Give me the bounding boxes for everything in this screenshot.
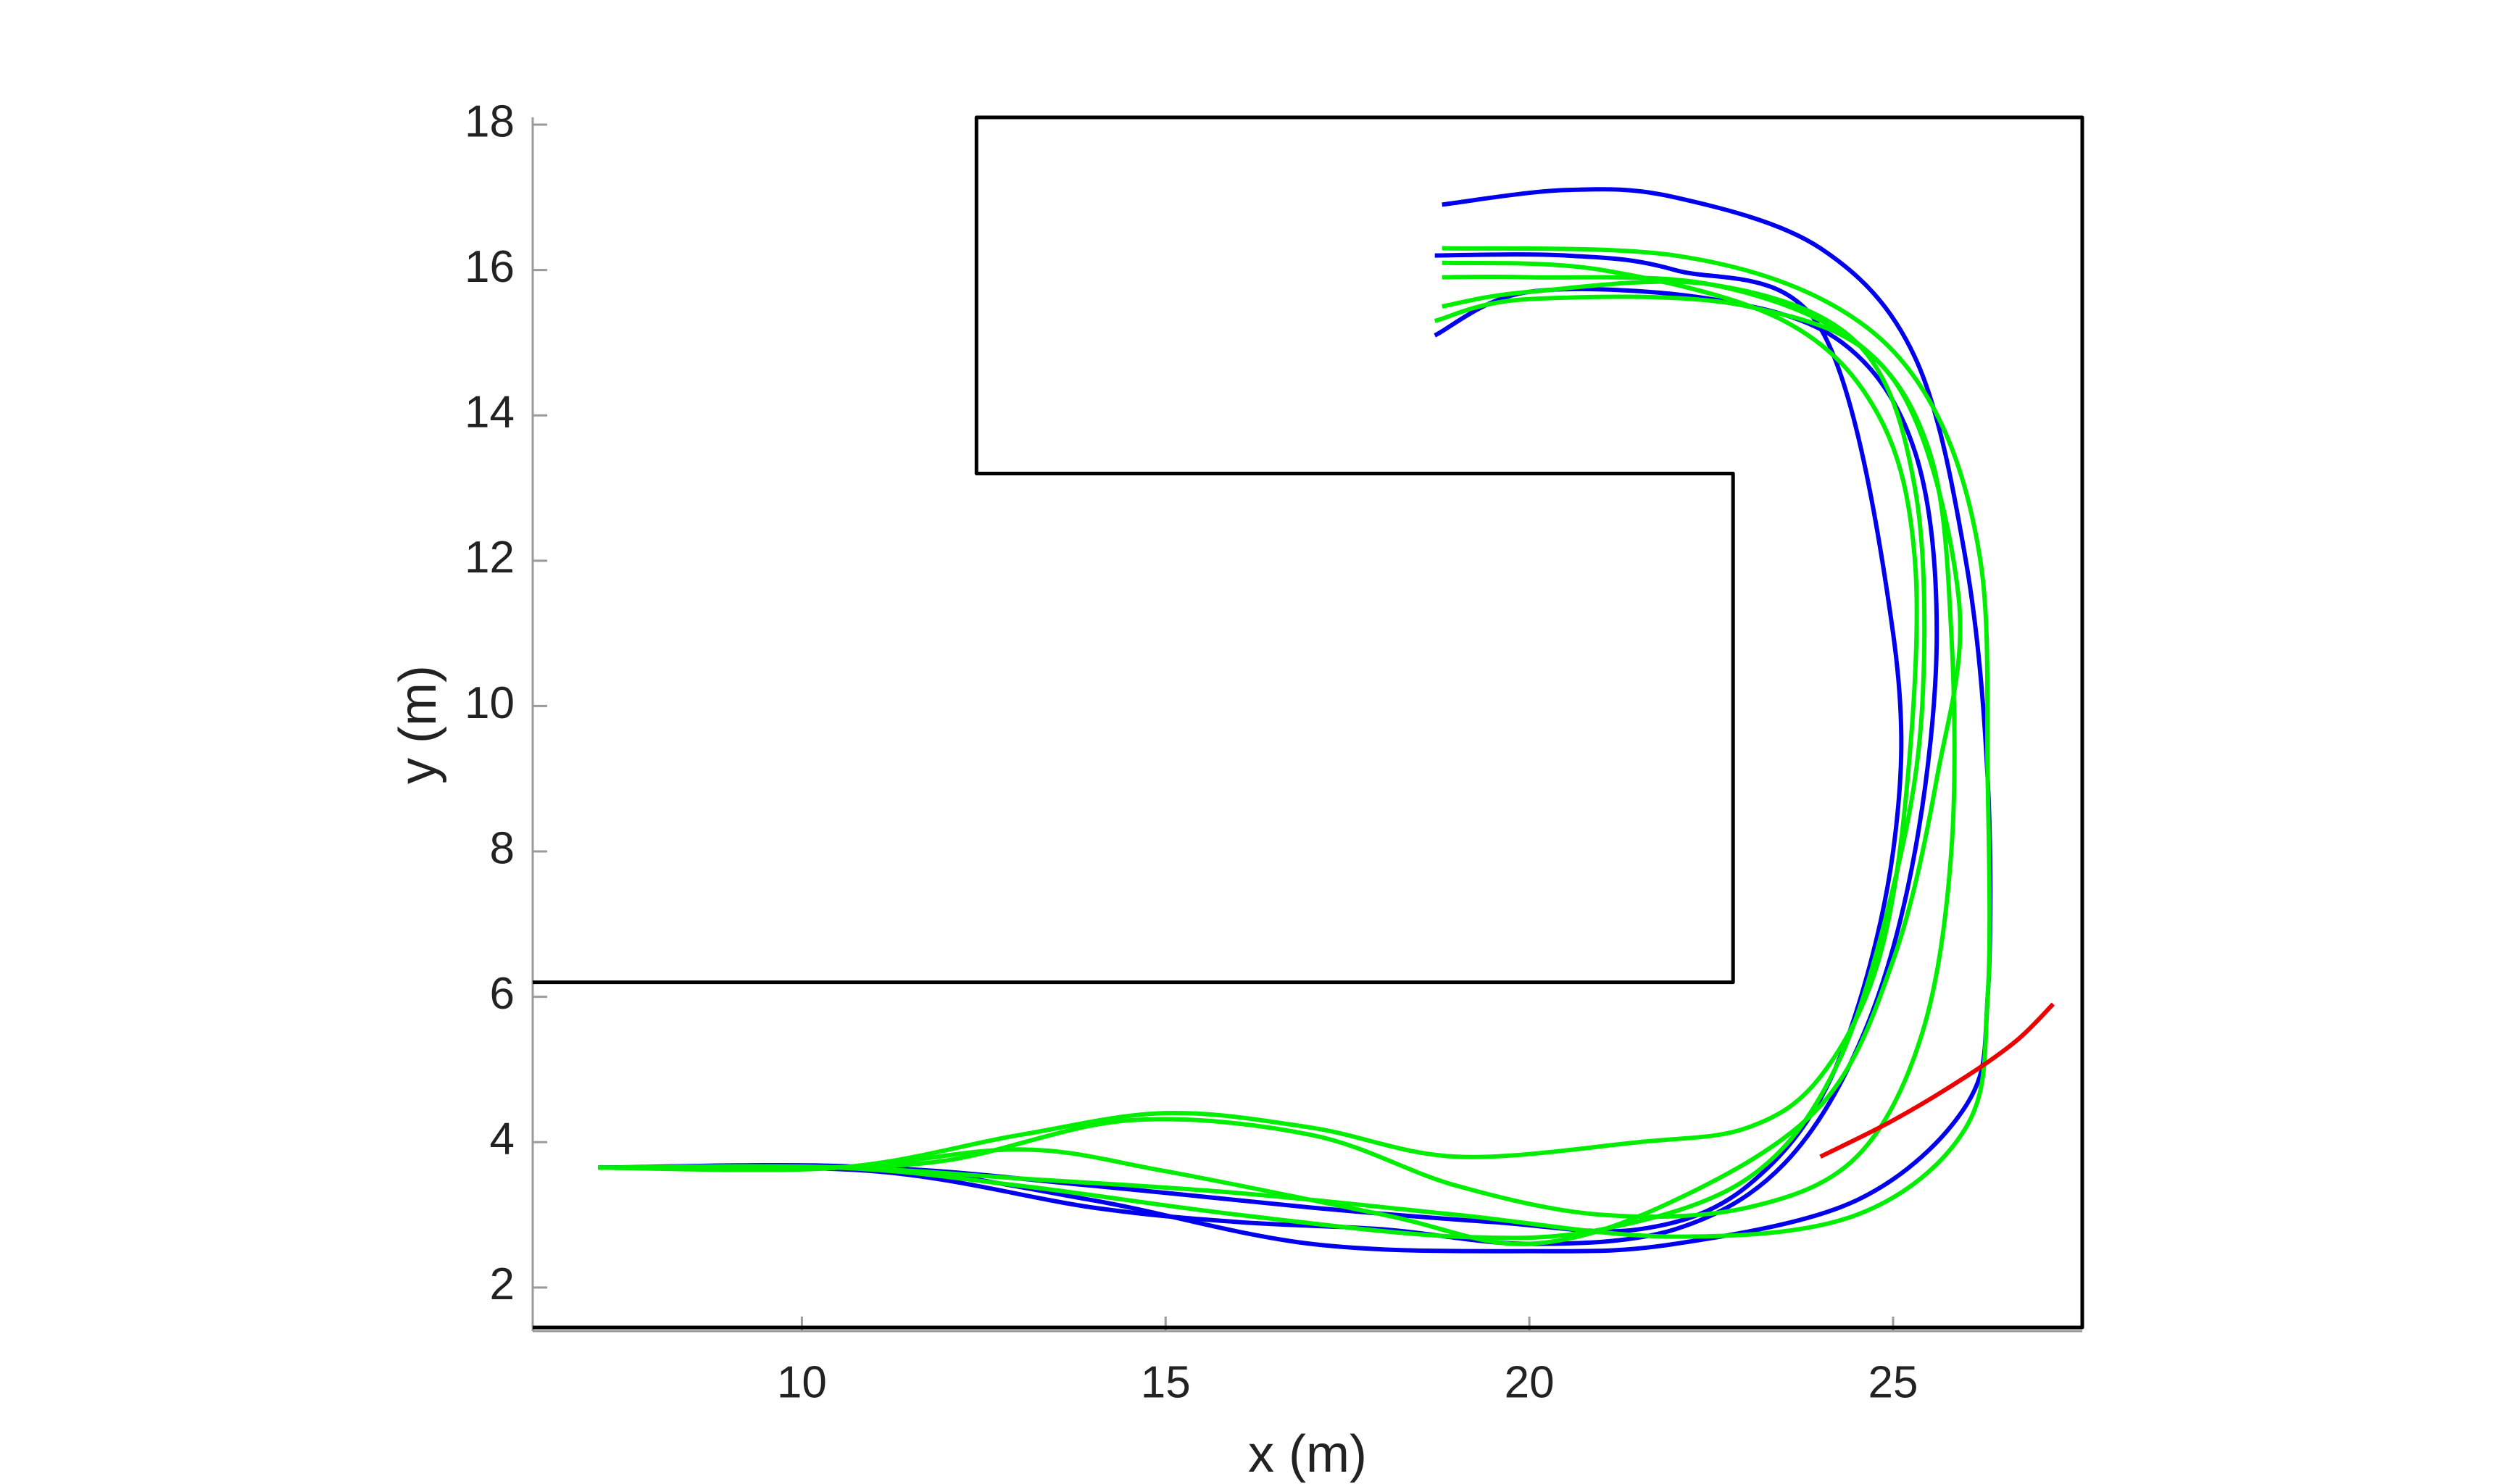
trajectory [598, 187, 1993, 1254]
y-axis-title: y (m) [389, 665, 447, 784]
x-tick-label: 25 [1868, 1357, 1918, 1407]
trajectory [598, 274, 1957, 1220]
y-tick-label: 4 [490, 1114, 515, 1164]
y-tick-label: 12 [465, 533, 515, 583]
x-tick-label: 20 [1505, 1357, 1555, 1407]
y-tick-label: 18 [465, 96, 515, 146]
y-tick-label: 8 [490, 823, 515, 873]
trajectory [598, 260, 1919, 1172]
x-tick-label: 10 [777, 1357, 827, 1407]
y-tick-label: 6 [490, 969, 515, 1019]
trajectory [598, 252, 1904, 1234]
trajectory [1819, 1002, 2055, 1159]
wall [533, 115, 2084, 1330]
trajectory [598, 279, 1927, 1241]
y-tick-label: 14 [465, 388, 515, 438]
trajectory [598, 294, 1963, 1246]
x-tick-label: 15 [1141, 1357, 1191, 1407]
trajectory [598, 246, 1992, 1239]
x-axis-title: x (m) [1248, 1425, 1367, 1483]
y-tick-label: 10 [465, 678, 515, 728]
y-tick-label: 16 [465, 242, 515, 292]
y-tick-label: 2 [490, 1259, 515, 1309]
trajectory [598, 286, 1939, 1246]
